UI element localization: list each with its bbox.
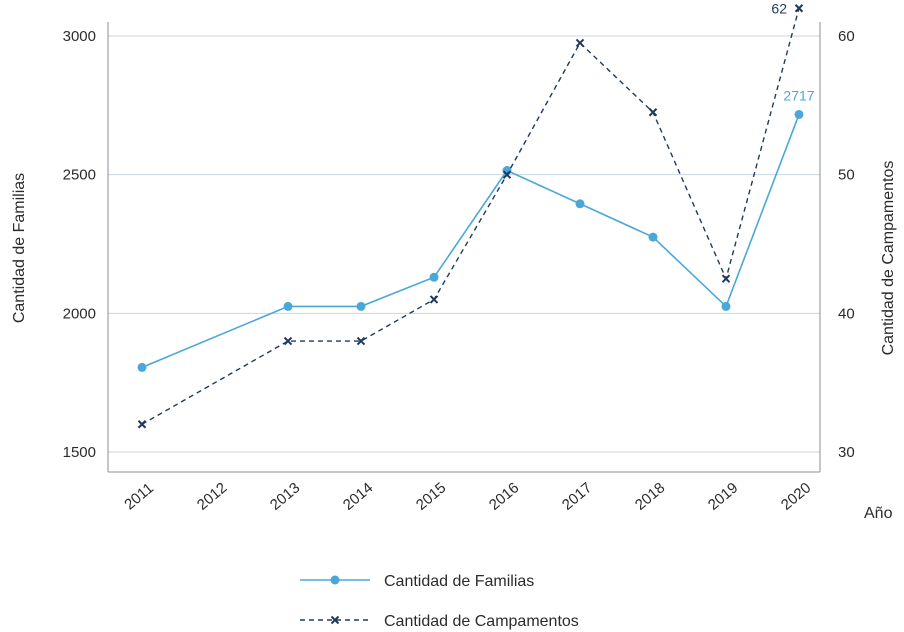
data-point bbox=[575, 38, 585, 48]
data-point bbox=[721, 301, 731, 311]
x-tick-label: 2014 bbox=[340, 479, 376, 513]
y-axis-title-left: Cantidad de Familias bbox=[11, 173, 28, 323]
data-point bbox=[502, 170, 512, 179]
data-point bbox=[648, 232, 658, 242]
y-tick-label-left: 2500 bbox=[63, 167, 96, 184]
data-label: 2717 bbox=[783, 87, 814, 103]
data-label: 62 bbox=[771, 0, 787, 16]
series-line bbox=[141, 8, 800, 425]
x-tick-label: 2012 bbox=[194, 479, 230, 513]
data-point bbox=[429, 295, 439, 304]
y-tick-label-left: 2000 bbox=[63, 305, 96, 322]
data-point bbox=[356, 301, 366, 311]
x-tick-label: 2011 bbox=[121, 480, 157, 514]
y-tick-label-right: 60 bbox=[838, 28, 855, 45]
data-point bbox=[137, 362, 147, 372]
x-tick-label: 2019 bbox=[705, 479, 741, 513]
legend-label: Cantidad de Campamentos bbox=[384, 613, 579, 630]
data-point bbox=[356, 336, 366, 346]
legend-marker bbox=[330, 575, 340, 585]
grid-lines bbox=[108, 35, 820, 453]
data-point bbox=[794, 109, 804, 119]
axes bbox=[107, 22, 821, 473]
legend-item: Cantidad de Familias bbox=[300, 573, 534, 590]
data-labels: 2717 62 bbox=[771, 0, 814, 103]
legend-label: Cantidad de Familias bbox=[384, 573, 534, 590]
y-axis-title-right: Cantidad de Campamentos bbox=[880, 161, 897, 356]
y-tick-label-right: 40 bbox=[838, 305, 855, 322]
data-point bbox=[721, 274, 731, 283]
x-tick-label: 2015 bbox=[413, 479, 449, 513]
x-axis-title: Año bbox=[864, 505, 893, 522]
data-point bbox=[283, 301, 293, 311]
y-tick-label-right: 30 bbox=[838, 444, 855, 461]
series-line bbox=[141, 114, 800, 369]
y-tick-label-right: 50 bbox=[838, 167, 855, 184]
data-point bbox=[429, 272, 439, 282]
series bbox=[137, 4, 804, 429]
x-tick-label: 2013 bbox=[267, 479, 303, 513]
y-tick-label-left: 3000 bbox=[63, 28, 96, 45]
tick-labels: 1500 2000 2500 3000 30 40 50 60 2011 2012 2013 2014… bbox=[63, 28, 855, 514]
data-point bbox=[283, 336, 293, 346]
x-tick-label: 2016 bbox=[486, 479, 522, 513]
x-tick-label: 2018 bbox=[632, 479, 668, 513]
data-point bbox=[648, 108, 658, 117]
legend-marker bbox=[330, 615, 340, 625]
y-tick-label-left: 1500 bbox=[63, 444, 96, 461]
data-point bbox=[137, 420, 147, 429]
x-tick-label: 2020 bbox=[778, 479, 814, 513]
legend: Cantidad de Familias Cantidad de Campamen… bbox=[300, 573, 579, 630]
data-point bbox=[575, 199, 585, 209]
x-tick-label: 2017 bbox=[559, 479, 595, 513]
legend-item: Cantidad de Campamentos bbox=[300, 613, 579, 630]
data-point bbox=[794, 4, 804, 13]
